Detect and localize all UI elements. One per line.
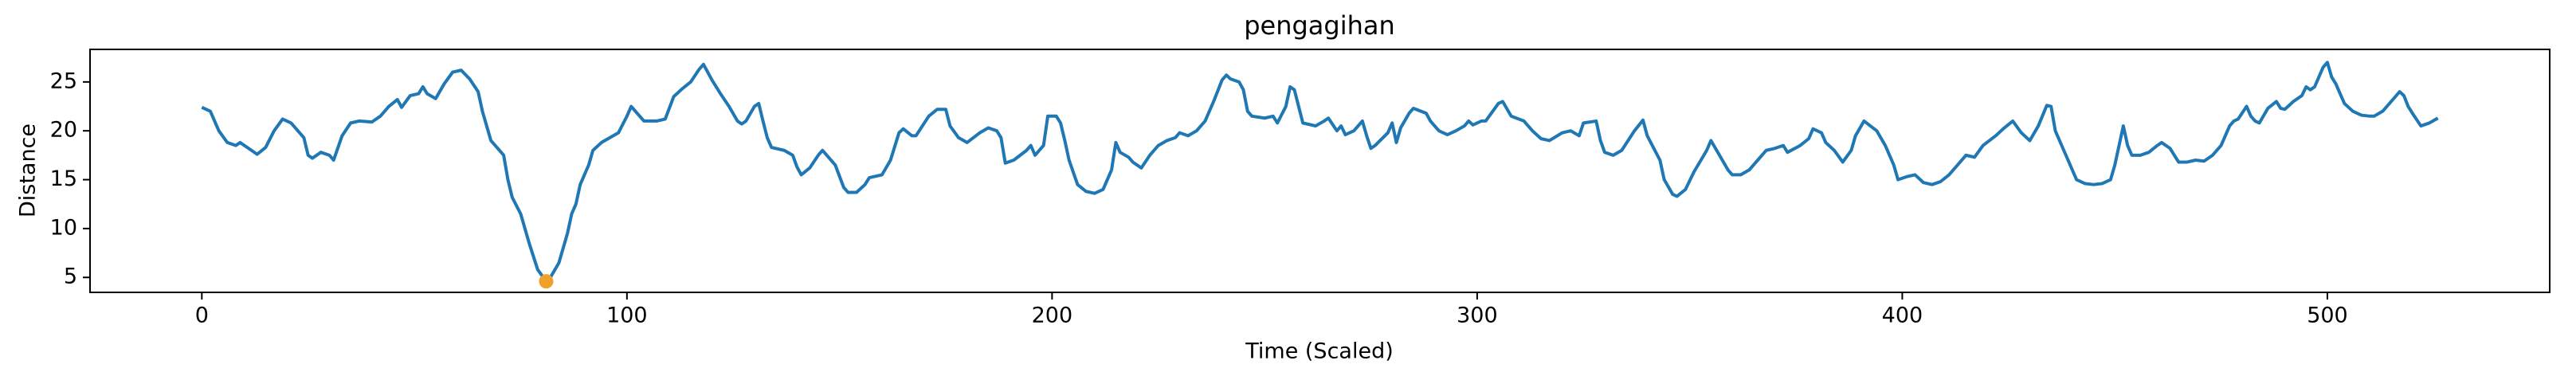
y-tick-label: 20 [50,118,77,143]
x-axis-label: Time (Scaled) [1245,339,1394,364]
chart-title: pengagihan [1244,10,1395,41]
y-tick-label: 10 [50,215,77,240]
x-tick-label: 100 [606,304,648,328]
x-tick-label: 0 [195,304,209,328]
x-tick-label: 300 [1457,304,1498,328]
y-tick-label: 15 [50,166,77,191]
y-axis-label: Distance [16,123,41,217]
data-line [201,61,2439,284]
highlight-point [539,274,554,289]
y-tick-label: 25 [50,69,77,93]
x-tick-label: 500 [2307,304,2348,328]
plot-frame [89,49,2551,293]
x-tick-label: 200 [1032,304,1073,328]
x-tick-label: 400 [1882,304,1923,328]
y-tick-label: 5 [64,264,77,289]
